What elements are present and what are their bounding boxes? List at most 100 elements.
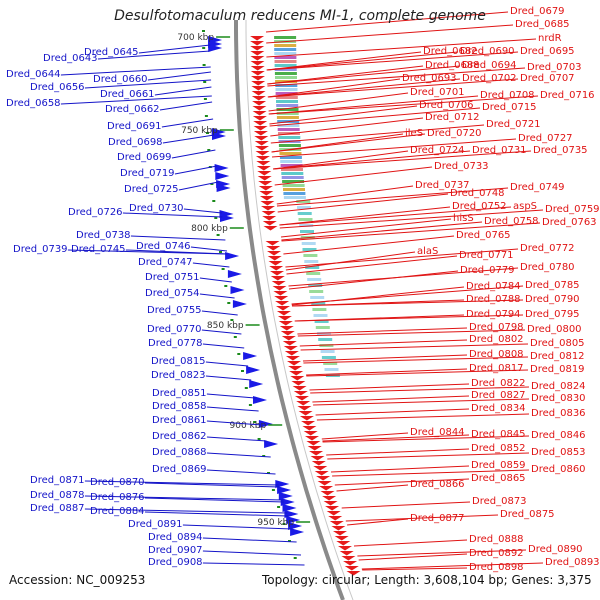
reverse-gene-arrow (252, 111, 267, 116)
right-gene-label: Dred_0721 (486, 119, 541, 130)
feature-band (307, 278, 322, 281)
forward-gene-arrow (290, 528, 305, 536)
right-leader-line (313, 398, 530, 406)
right-gene-label: Dred_0690 (460, 46, 515, 57)
right-leader-line (268, 95, 479, 115)
reverse-gene-arrow (252, 106, 267, 111)
feature-band (275, 84, 298, 87)
right-gene-label: Dred_0706 (419, 100, 474, 111)
right-gene-label: Dred_0805 (530, 338, 585, 349)
right-leader-line (285, 248, 519, 268)
reverse-gene-arrow (328, 516, 343, 521)
right-gene-label: Dred_0795 (525, 309, 580, 320)
left-leader-line (183, 208, 222, 214)
left-gene-label: Dred_0907 (148, 545, 203, 556)
left-gene-label: Dred_0815 (151, 356, 206, 367)
right-leader-line (269, 105, 418, 125)
feature-band (324, 368, 339, 371)
right-leader-line (358, 553, 468, 561)
left-leader-line (144, 482, 280, 488)
feature-band (301, 242, 316, 245)
left-leader-line (199, 293, 235, 299)
left-leader-line (206, 406, 259, 412)
reverse-gene-arrow (311, 461, 326, 466)
right-leader-line (297, 329, 526, 337)
forward-gene-arrow (253, 396, 267, 404)
right-leader-line (334, 478, 470, 486)
kbp-tick-label: 900 kbp (230, 421, 267, 431)
map-decorations: 700 kbp 750 kbp 800 kbp 850 kbp 900 kbp 950 k… (177, 20, 361, 600)
left-gene-label: Dred_0887 (30, 503, 85, 514)
feature-band (274, 52, 297, 55)
feature-band (303, 254, 318, 257)
feature-band (300, 230, 314, 233)
right-gene-label: Dred_0749 (510, 182, 565, 193)
right-leader-line (315, 408, 470, 416)
reverse-gene-arrow (338, 546, 352, 551)
right-gene-label: Dred_0772 (520, 243, 575, 254)
right-leader-line (300, 343, 529, 351)
left-gene-label: Dred_0719 (120, 168, 175, 179)
right-gene-label: Dred_0877 (410, 513, 465, 524)
reverse-gene-arrow (326, 511, 341, 516)
right-gene-label: Dred_0808 (469, 349, 524, 360)
minor-tick (202, 30, 205, 32)
right-leader-line (286, 255, 458, 275)
reverse-gene-arrow (301, 421, 316, 426)
right-leader-line (280, 218, 452, 238)
right-leader-line (276, 187, 509, 207)
forward-gene-arrow (286, 516, 301, 524)
left-leader-line (206, 436, 267, 442)
right-leader-line (347, 518, 409, 526)
right-leader-line (353, 539, 468, 547)
reverse-gene-arrow (251, 91, 266, 96)
forward-gene-arrow (220, 214, 234, 222)
minor-tick (227, 302, 231, 304)
left-leader-line (144, 497, 284, 503)
reverse-gene-arrow (263, 226, 278, 231)
reverse-gene-arrow (257, 171, 272, 176)
reverse-gene-arrow (261, 211, 276, 216)
right-gene-label: Dred_0780 (520, 262, 575, 273)
forward-gene-arrow (280, 498, 295, 506)
left-gene-label: Dred_0643 (43, 53, 98, 64)
right-gene-label: Dred_0812 (530, 351, 585, 362)
feature-band (276, 108, 299, 111)
right-leader-line (299, 339, 468, 347)
reverse-gene-arrow (331, 526, 346, 531)
right-leader-line (326, 448, 470, 456)
reverse-gene-arrow (267, 256, 282, 261)
feature-band (311, 302, 326, 305)
kbp-tick-label: 800 kbp (191, 224, 228, 234)
right-leader-line (306, 369, 529, 377)
left-gene-label: Dred_0891 (128, 519, 183, 530)
right-leader-line (357, 549, 527, 557)
forward-gene-arrow (212, 132, 226, 140)
right-leader-line (279, 209, 544, 229)
left-leader-line (84, 79, 212, 89)
accession-text: Accession: NC_009253 (9, 573, 146, 587)
right-leader-line (279, 206, 512, 226)
right-gene-label: Dred_0798 (469, 322, 524, 333)
reverse-gene-arrow (253, 126, 268, 131)
feature-band (283, 192, 306, 195)
forward-gene-arrow (216, 184, 231, 192)
right-gene-label: Dred_0765 (456, 230, 511, 241)
left-gene-label: Dred_0876 (90, 492, 145, 503)
right-gene-label: Dred_0853 (531, 447, 586, 458)
left-leader-line (199, 277, 232, 283)
left-leader-line (138, 44, 211, 54)
right-gene-label: Dred_0707 (520, 73, 575, 84)
minor-tick (212, 200, 216, 202)
right-leader-line (266, 51, 519, 71)
minor-tick (271, 489, 275, 491)
right-gene-label: Dred_0819 (530, 364, 585, 375)
forward-gene-arrow (278, 492, 293, 500)
right-leader-line (332, 469, 530, 477)
right-leader-line (267, 78, 461, 98)
left-gene-label: Dred_0754 (145, 288, 200, 299)
forward-gene-arrow (249, 380, 264, 388)
left-gene-label: Dred_0699 (117, 152, 172, 163)
feature-band (282, 184, 305, 187)
